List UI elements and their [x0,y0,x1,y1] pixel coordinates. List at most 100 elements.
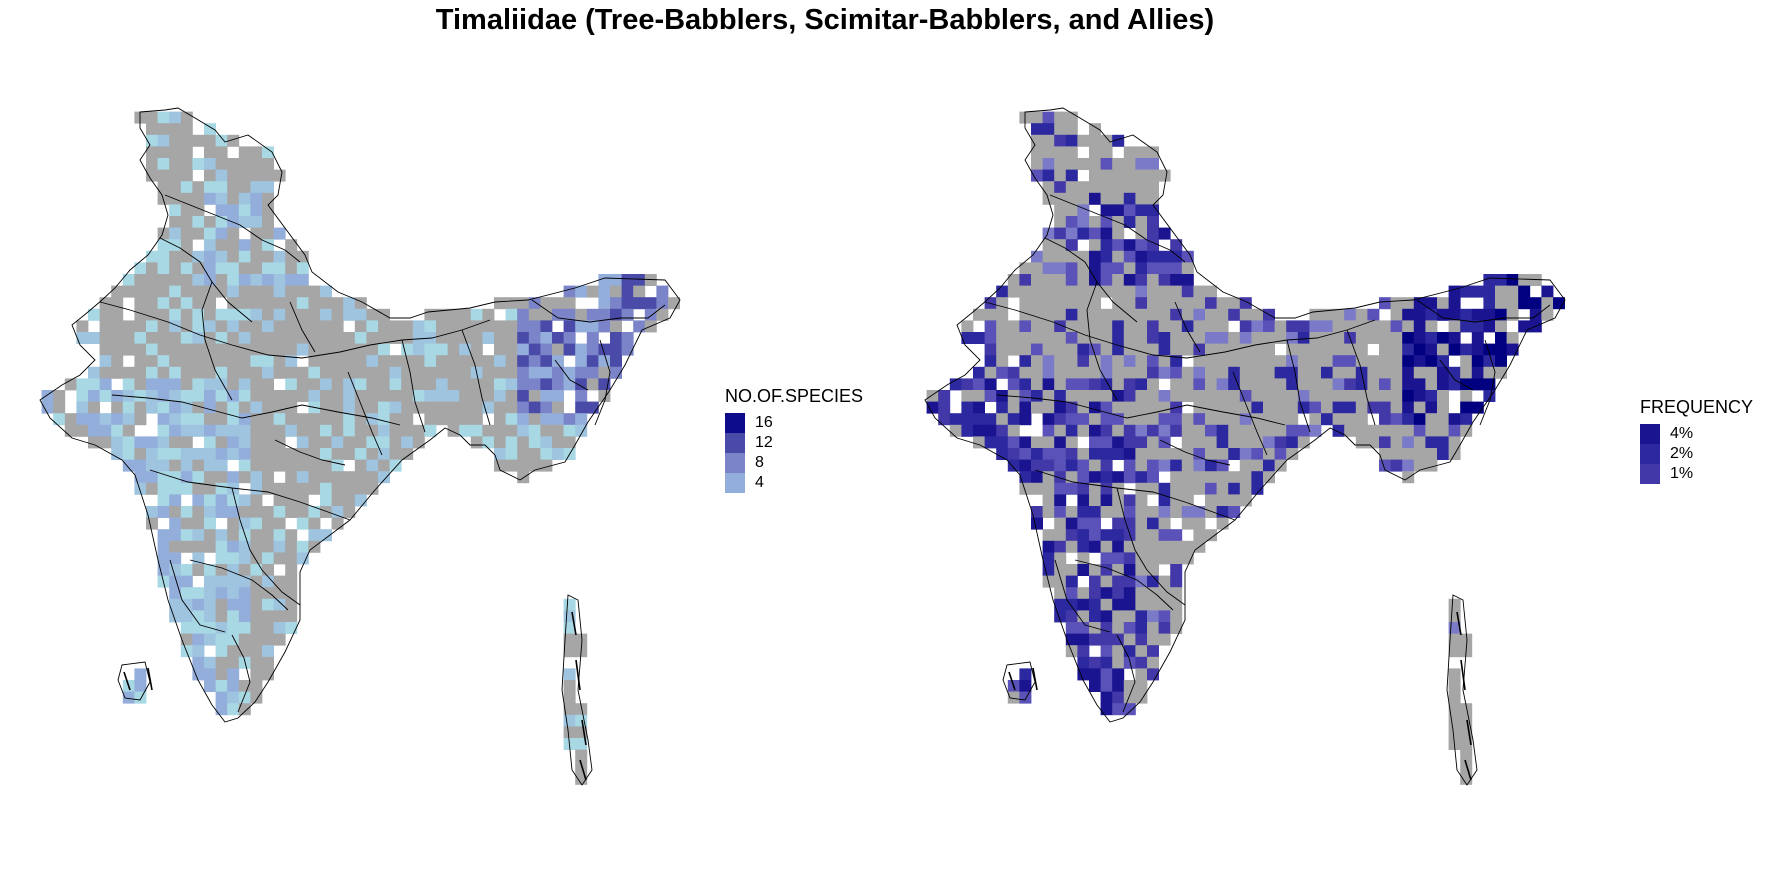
grid-cell [285,564,298,576]
grid-cell [1251,459,1264,472]
grid-cell [343,471,356,484]
grid-cell [1100,633,1113,646]
grid-cell [1100,413,1113,426]
grid-cell [552,413,564,426]
grid-cell [238,610,251,623]
grid-cell [99,320,112,333]
grid-cell [227,378,240,391]
grid-cell [285,239,298,252]
grid-cell [1019,413,1032,426]
grid-cell [204,239,216,252]
grid-cell [250,204,263,217]
grid-cell [961,378,974,391]
grid-cell [1031,401,1043,414]
grid-cell [1263,459,1275,472]
grid-cell [215,703,228,716]
grid-cell [1379,413,1391,426]
grid-cell [354,436,367,449]
grid-cell [575,761,588,774]
grid-cell [1263,424,1275,437]
grid-cell [146,436,158,449]
grid-cell [262,633,274,646]
grid-cell [575,749,588,762]
grid-cell [1054,390,1067,402]
grid-cell [1007,436,1020,449]
grid-cell [1541,308,1554,321]
grid-cell [1506,343,1519,356]
grid-cell [1483,308,1496,321]
grid-cell [1158,529,1171,542]
species-count-legend: NO.OF.SPECIES 16 12 8 4 [725,386,863,493]
grid-cell [215,436,228,449]
grid-cell [412,436,425,449]
grid-cell [563,726,576,739]
grid-cell [343,390,356,402]
grid-cell [273,355,286,368]
grid-cell [227,355,240,368]
grid-cell [1483,297,1496,310]
grid-cell [308,390,321,402]
grid-cell [621,274,634,286]
grid-cell [1089,633,1101,646]
grid-cell [1089,610,1101,623]
grid-cell [1332,390,1345,402]
grid-cell [1402,401,1415,414]
grid-cell [169,598,182,611]
grid-cell [1042,424,1055,437]
grid-cell [215,169,228,182]
grid-cell [1007,285,1020,298]
grid-cell [1031,355,1043,368]
grid-cell [1135,424,1148,437]
grid-cell [1471,366,1484,379]
grid-cell [938,401,951,414]
grid-cell [111,401,124,414]
grid-cell [238,320,251,333]
grid-cell [134,297,147,310]
grid-cell [1077,366,1090,379]
grid-cell [1042,401,1055,414]
grid-cell [169,517,182,530]
country-boundary [117,661,151,701]
grid-cell [1181,424,1194,437]
grid-cell [204,401,216,414]
grid-cell [424,366,437,379]
grid-cell [1402,459,1415,472]
grid-cell [1054,227,1067,240]
grid-cell [250,158,263,170]
grid-cell [1077,378,1090,391]
grid-cell [1158,250,1171,263]
grid-cell [1019,401,1032,414]
grid-cell [996,413,1009,426]
grid-cell [250,169,263,182]
grid-cell [180,564,193,576]
grid-cell [996,308,1009,321]
grid-cell [238,598,251,611]
grid-cell [1065,320,1078,333]
grid-cell [482,436,495,449]
grid-cell [984,320,997,333]
grid-cell [227,494,240,507]
grid-cell [192,192,205,205]
grid-cell [354,390,367,402]
state-boundary [1346,329,1376,426]
grid-cell [528,424,541,437]
grid-cell [1263,343,1275,356]
grid-cell [157,111,170,124]
grid-cell [64,413,77,426]
grid-cell [1181,540,1194,553]
grid-cell [1089,564,1101,576]
grid-cell [1135,506,1148,518]
grid-cell [973,308,985,321]
state-boundary [149,469,351,521]
grid-cell [1031,285,1043,298]
grid-cell [1170,598,1183,611]
grid-cell [1065,622,1078,634]
grid-cell [122,459,135,472]
grid-cell [1031,332,1043,344]
grid-cell [1031,146,1043,159]
grid-cell [505,320,518,333]
grid-cell [1065,227,1078,240]
grid-cell [436,332,448,344]
grid-cell [1112,598,1125,611]
grid-cell [961,390,974,402]
